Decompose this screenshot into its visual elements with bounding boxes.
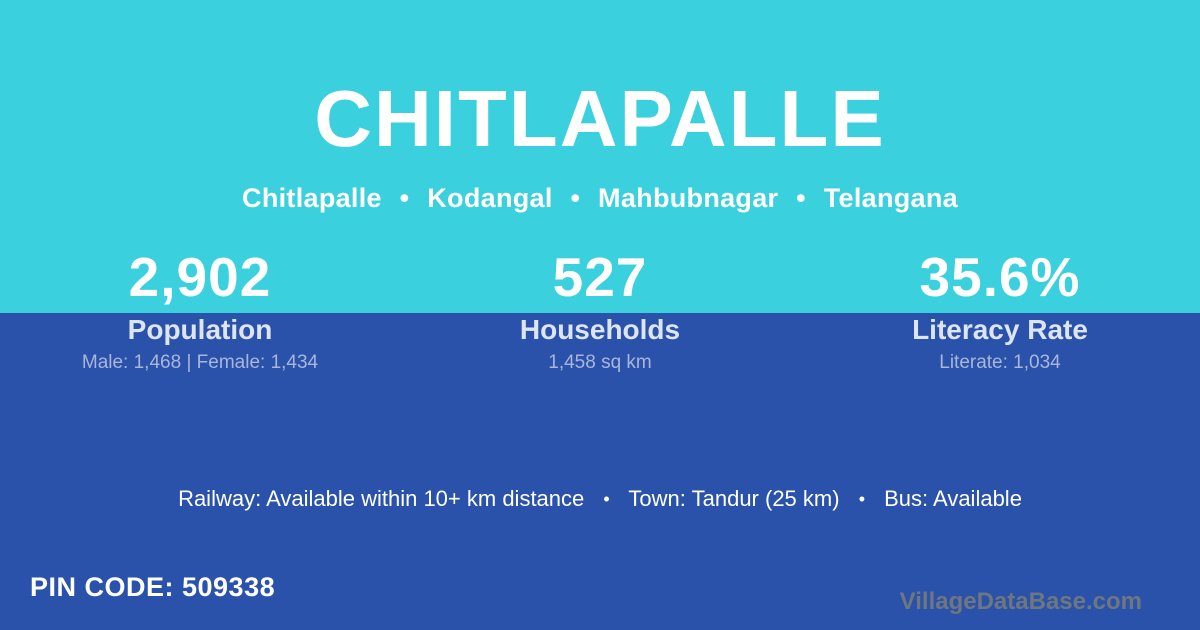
stat-population: 2,902 Population Male: 1,468 | Female: 1… xyxy=(0,247,400,374)
pin-code: PIN CODE: 509338 xyxy=(30,572,276,602)
households-label: Households xyxy=(519,314,681,345)
watermark: VillageDataBase.com xyxy=(899,588,1142,615)
literacy-rate-label: Literacy Rate xyxy=(912,314,1088,345)
bus-info: Bus: Available xyxy=(884,486,1022,511)
railway-info: Railway: Available within 10+ km distanc… xyxy=(178,486,585,511)
population-detail: Male: 1,468 | Female: 1,434 xyxy=(81,352,319,373)
top-section-background xyxy=(0,0,1200,313)
breadcrumb-item-district: Mahbubnagar xyxy=(598,183,779,213)
breadcrumb: Chitlapalle • Kodangal • Mahbubnagar • T… xyxy=(0,183,1200,214)
population-value: 2,902 xyxy=(128,246,272,308)
stat-literacy-rate: 35.6% Literacy Rate Literate: 1,034 xyxy=(800,247,1200,374)
transport-info: Railway: Available within 10+ km distanc… xyxy=(0,486,1200,512)
town-info: Town: Tandur (25 km) xyxy=(628,486,840,511)
breadcrumb-item-state: Telangana xyxy=(823,183,958,213)
literacy-rate-detail: Literate: 1,034 xyxy=(939,352,1061,373)
breadcrumb-separator: • xyxy=(399,183,410,213)
bottom-section-background xyxy=(0,313,1200,630)
transport-separator: • xyxy=(858,489,865,509)
breadcrumb-separator: • xyxy=(570,183,581,213)
literacy-rate-value: 35.6% xyxy=(919,246,1081,308)
stat-households: 527 Households 1,458 sq km xyxy=(400,247,800,374)
village-title: CHITLAPALLE xyxy=(314,74,886,163)
breadcrumb-item-village: Chitlapalle xyxy=(242,183,382,213)
population-label: Population xyxy=(127,314,273,345)
breadcrumb-separator: • xyxy=(796,183,806,213)
households-detail: 1,458 sq km xyxy=(548,352,652,373)
breadcrumb-item-mandal: Kodangal xyxy=(427,183,553,213)
households-value: 527 xyxy=(552,246,648,308)
stats-row: 2,902 Population Male: 1,468 | Female: 1… xyxy=(0,247,1200,374)
transport-separator: • xyxy=(603,489,610,509)
